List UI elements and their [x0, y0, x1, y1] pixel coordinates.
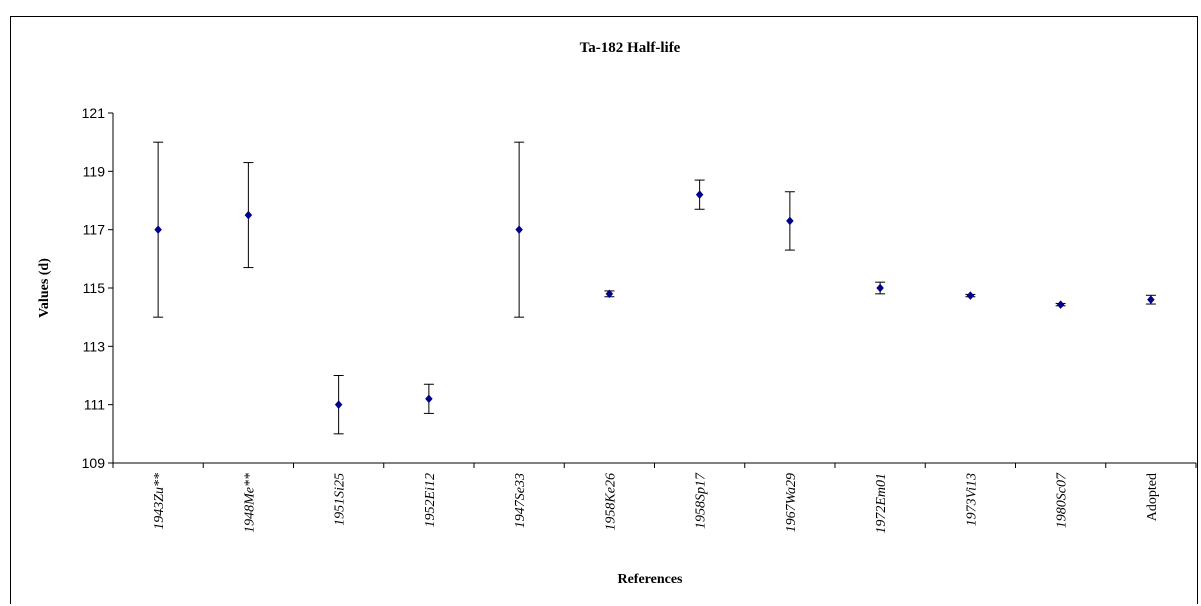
x-tick-label: 1980Sc07 [1055, 472, 1070, 528]
y-tick-label: 109 [82, 455, 106, 471]
error-bars [153, 141, 1156, 435]
data-point [695, 190, 704, 200]
x-tick-label: 1948Me** [242, 473, 257, 533]
data-point [966, 291, 975, 300]
y-tick-label: 113 [83, 338, 106, 354]
y-tick-label: 117 [83, 222, 106, 238]
y-tick-labels: 109 111 113 115 117 119 121 [82, 105, 106, 471]
y-tick-label: 119 [83, 163, 106, 179]
y-tick-label: 111 [84, 397, 105, 413]
data-point [425, 394, 433, 404]
y-tick-label: 115 [83, 280, 106, 296]
data-point [1056, 300, 1065, 310]
data-point [154, 225, 162, 235]
x-tick-label: 1943Zu** [152, 473, 167, 530]
data-points [154, 190, 1155, 410]
data-point [876, 283, 884, 293]
data-point [786, 216, 794, 226]
axes [108, 112, 1197, 468]
x-tick-label: 1947Se33 [513, 473, 528, 528]
chart-frame [10, 16, 1198, 604]
x-tick-label: 1958Ke26 [603, 473, 618, 531]
y-axis-title: Values (d) [37, 258, 52, 318]
x-tick-labels: 1943Zu** 1948Me** 1951Si25 1952Ei12 1947Se33… [152, 472, 1160, 534]
x-tick-label: 1952Ei12 [423, 473, 438, 527]
x-tick-label: 1958Sp17 [694, 472, 709, 529]
data-point [605, 289, 614, 299]
data-point [334, 400, 343, 410]
data-point [244, 210, 253, 220]
x-axis-title: References [617, 572, 683, 587]
x-tick-label: 1973Vi13 [964, 473, 979, 526]
x-tick-label: 1951Si25 [333, 473, 348, 526]
data-point [1147, 295, 1155, 305]
chart-title: Ta-182 Half-life [580, 40, 681, 56]
x-tick-label: 1972Em01 [874, 473, 889, 534]
y-tick-label: 121 [82, 105, 106, 121]
data-point [515, 225, 523, 235]
x-tick-label: Adopted [1145, 473, 1160, 521]
x-tick-label: 1967Wa29 [784, 473, 799, 532]
